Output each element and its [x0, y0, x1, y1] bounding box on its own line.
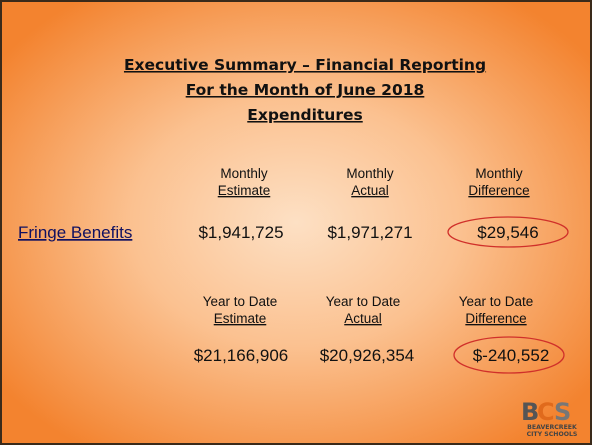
column-header: Actual — [344, 311, 382, 326]
value: $-240,552 — [473, 346, 550, 365]
logo-text: BEAVERCREEK — [527, 424, 577, 431]
logo-text: CITY SCHOOLS — [527, 431, 578, 438]
column-header: Estimate — [214, 311, 267, 326]
logo-letter: C — [537, 398, 555, 426]
title-line: Expenditures — [247, 106, 362, 124]
title-line: Executive Summary – Financial Reporting — [124, 56, 486, 74]
logo-letter: B — [521, 398, 539, 426]
value: $29,546 — [477, 223, 538, 242]
title-line: For the Month of June 2018 — [186, 81, 425, 99]
row-label: Fringe Benefits — [18, 223, 132, 242]
value: $20,926,354 — [320, 346, 415, 365]
column-header: Year to Date — [459, 294, 534, 309]
column-header: Difference — [468, 183, 529, 198]
logo-letter: S — [554, 398, 571, 426]
value: $1,941,725 — [198, 223, 283, 242]
column-header: Monthly — [220, 166, 268, 181]
column-header: Year to Date — [203, 294, 278, 309]
value: $1,971,271 — [327, 223, 412, 242]
column-header: Actual — [351, 183, 389, 198]
column-header: Monthly — [475, 166, 523, 181]
column-header: Year to Date — [326, 294, 401, 309]
highlight-ellipse — [453, 336, 565, 374]
value: $21,166,906 — [194, 346, 289, 365]
column-header: Difference — [465, 311, 526, 326]
logo: B C S BEAVERCREEK CITY SCHOOLS — [521, 398, 577, 438]
column-header: Estimate — [218, 183, 271, 198]
column-header: Monthly — [346, 166, 394, 181]
highlight-ellipse — [447, 216, 569, 248]
